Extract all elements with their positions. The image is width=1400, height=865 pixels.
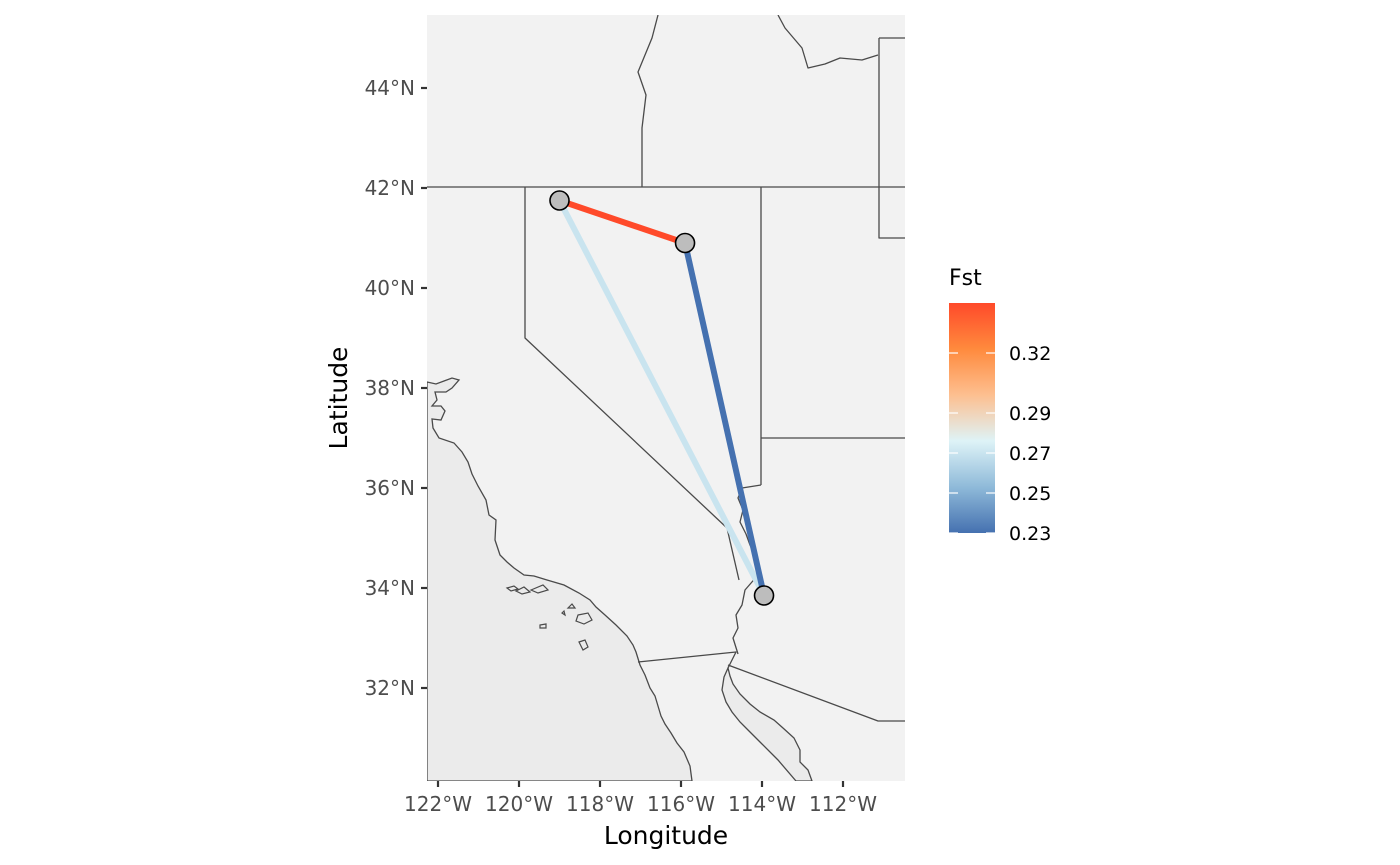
- legend-breaks: 0.23 0.25 0.27 0.29 0.32: [949, 343, 1051, 545]
- legend-break-label: 0.32: [1009, 343, 1051, 365]
- island: [529, 584, 550, 594]
- y-tick-label: 36°N: [365, 476, 415, 500]
- y-tick-label: 38°N: [365, 376, 415, 400]
- legend-colorbar: [949, 303, 995, 533]
- fst-edge-line: [682, 242, 767, 597]
- y-axis-title: Latitude: [324, 347, 353, 450]
- legend-break-label: 0.29: [1009, 403, 1051, 425]
- island: [578, 639, 589, 651]
- fst-edge-line: [558, 197, 687, 246]
- legend-title: Fst: [949, 266, 982, 291]
- site-point: [674, 232, 696, 254]
- x-tick-label: 118°W: [566, 792, 634, 816]
- y-tick-label: 32°N: [365, 676, 415, 700]
- island: [539, 623, 547, 629]
- x-tick-label: 114°W: [728, 792, 796, 816]
- x-tick-label: 122°W: [404, 792, 472, 816]
- y-tick-label: 34°N: [365, 576, 415, 600]
- x-tick-label: 116°W: [647, 792, 715, 816]
- idaho-oregon-border: [637, 15, 659, 187]
- gulf-of-california: [721, 666, 813, 781]
- legend-break-label: 0.23: [1009, 523, 1051, 545]
- wyoming-border: [878, 37, 905, 239]
- legend-break-label: 0.25: [1009, 483, 1051, 505]
- site-point: [549, 190, 570, 211]
- fst-edges: [556, 197, 767, 597]
- x-tick-label: 120°W: [485, 792, 553, 816]
- x-axis: 122°W 120°W 118°W 116°W 114°W 112°W: [404, 781, 877, 816]
- ocean: [427, 377, 693, 781]
- x-axis-title: Longitude: [604, 821, 728, 850]
- x-tick-label: 112°W: [809, 792, 877, 816]
- island: [561, 609, 566, 617]
- us-mexico-border: [637, 651, 905, 722]
- island: [505, 585, 520, 592]
- site-point: [753, 585, 775, 606]
- fst-edge-line: [556, 199, 767, 597]
- sample-sites: [549, 190, 775, 606]
- island: [566, 603, 577, 609]
- y-tick-label: 44°N: [365, 76, 415, 100]
- y-axis: 32°N 34°N 36°N 38°N 40°N 42°N 44°N: [365, 76, 427, 700]
- island: [514, 586, 532, 595]
- island: [575, 612, 593, 625]
- basemap: [427, 15, 905, 781]
- y-tick-label: 42°N: [365, 176, 415, 200]
- fst-legend: Fst 0.23 0.25 0.27 0.29 0.32: [949, 266, 1051, 545]
- idaho-montana-border: [777, 15, 879, 69]
- california-nevada-border: [524, 187, 740, 581]
- legend-break-label: 0.27: [1009, 443, 1051, 465]
- y-tick-label: 40°N: [365, 276, 415, 300]
